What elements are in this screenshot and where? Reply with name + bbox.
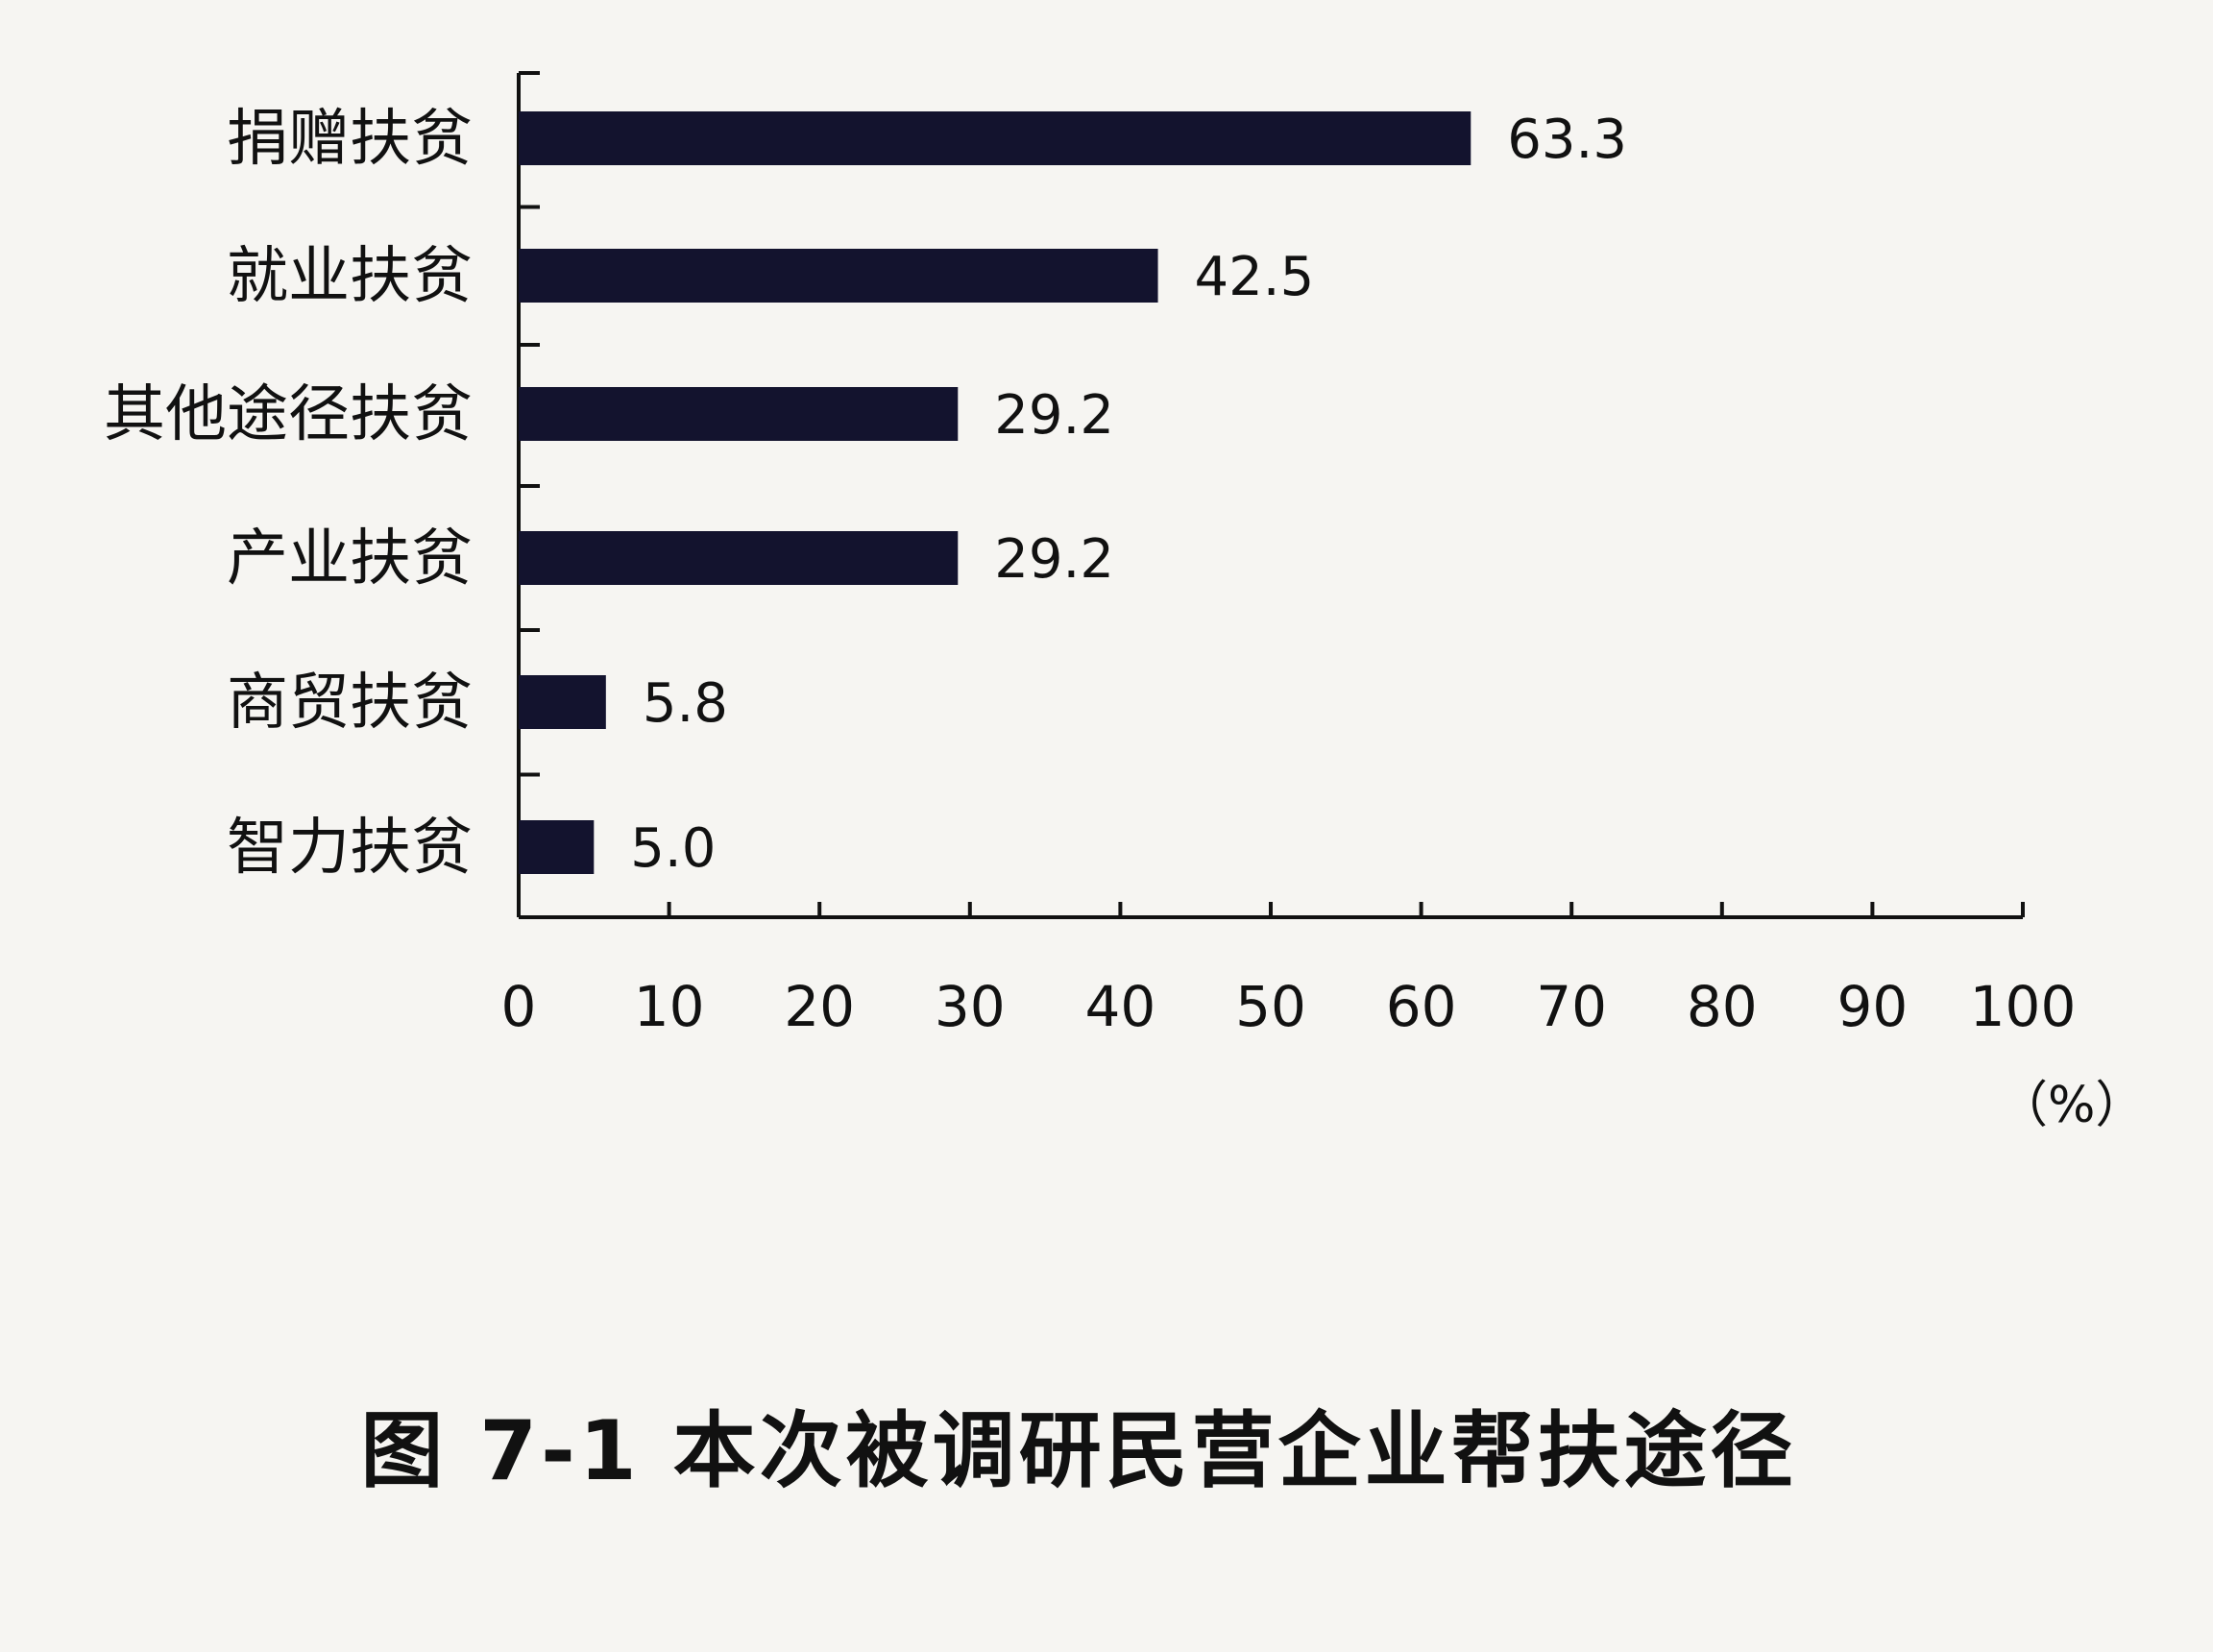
chart-title: 图 7-1 本次被调研民营企业帮扶途径 [360, 1403, 1797, 1499]
bar-value-label: 42.5 [1195, 246, 1315, 308]
bar-value-label: 29.2 [994, 384, 1114, 447]
bar-value-label: 5.0 [630, 817, 716, 880]
x-tick-label: 90 [1836, 974, 1908, 1039]
x-tick-label: 20 [784, 974, 855, 1039]
category-label: 捐赠扶贫 [227, 104, 473, 175]
bar-value-label: 29.2 [994, 528, 1114, 591]
x-axis-unit-label: （%） [1998, 1077, 2146, 1134]
x-tick-label: 10 [634, 974, 705, 1039]
x-tick-label: 0 [501, 974, 537, 1039]
x-tick-label: 100 [1970, 974, 2077, 1039]
x-tick-label: 50 [1235, 974, 1306, 1039]
x-tick-label: 40 [1084, 974, 1155, 1039]
category-label: 就业扶贫 [227, 241, 473, 312]
category-label: 商贸扶贫 [227, 668, 473, 739]
x-tick-label: 30 [935, 974, 1006, 1039]
x-tick-label: 60 [1386, 974, 1457, 1039]
category-label: 产业扶贫 [227, 523, 473, 595]
bar-2 [519, 249, 1158, 303]
bar-value-label: 5.8 [643, 672, 728, 735]
bar-1 [519, 111, 1471, 165]
x-tick-label: 70 [1536, 974, 1607, 1039]
category-label: 其他途径扶贫 [104, 379, 473, 450]
bar-value-label: 63.3 [1507, 109, 1627, 171]
category-label: 智力扶贫 [227, 813, 473, 884]
bar-5 [519, 675, 606, 729]
bar-4 [519, 531, 959, 585]
bar-6 [519, 820, 595, 874]
bar-3 [519, 387, 959, 441]
x-tick-label: 80 [1687, 974, 1758, 1039]
